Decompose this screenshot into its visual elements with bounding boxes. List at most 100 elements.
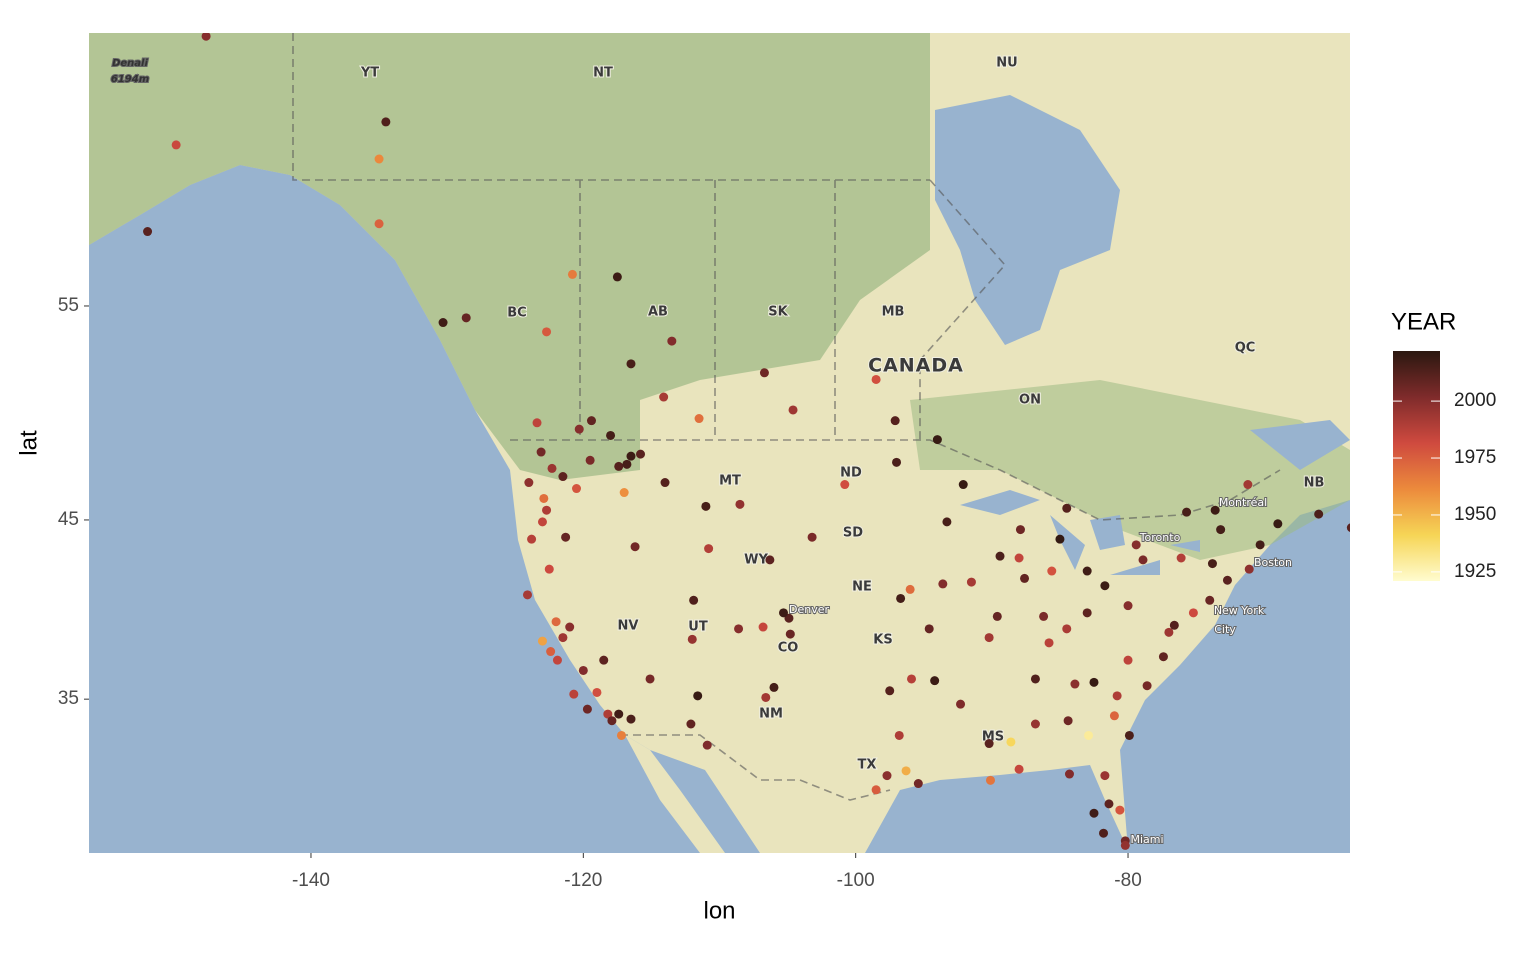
colorbar-tick-label: 1925 xyxy=(1454,561,1496,582)
point xyxy=(1124,730,1134,740)
point xyxy=(1142,681,1152,691)
point xyxy=(614,709,624,719)
point xyxy=(1082,566,1092,576)
map-label: Toronto xyxy=(1139,531,1181,544)
point xyxy=(1222,575,1232,585)
point xyxy=(603,709,613,719)
point xyxy=(901,766,911,776)
point xyxy=(765,555,775,565)
point xyxy=(547,463,557,473)
point xyxy=(667,336,677,346)
point xyxy=(761,692,771,702)
point xyxy=(1188,608,1198,618)
colorbar-tick-label: 2000 xyxy=(1454,390,1496,411)
map-label: TX xyxy=(858,758,877,773)
point xyxy=(636,449,646,459)
point xyxy=(536,447,546,457)
forest-east xyxy=(910,380,1350,560)
point xyxy=(735,499,745,509)
point xyxy=(659,392,669,402)
point xyxy=(932,435,942,445)
point xyxy=(1182,507,1192,517)
point xyxy=(542,505,552,515)
map-label: City xyxy=(1214,623,1236,636)
legend-title: YEAR xyxy=(1391,308,1456,335)
point xyxy=(807,532,817,542)
point xyxy=(759,368,769,378)
point xyxy=(645,674,655,684)
map-label: ND xyxy=(840,466,862,481)
map-label: NV xyxy=(618,619,639,634)
map-label: QC xyxy=(1235,341,1256,356)
map-label: AB xyxy=(648,305,668,320)
point xyxy=(785,629,795,639)
point xyxy=(942,517,952,527)
point xyxy=(788,405,798,415)
point xyxy=(769,682,779,692)
point xyxy=(992,611,1002,621)
point xyxy=(558,633,568,643)
point xyxy=(542,327,552,337)
point xyxy=(1176,553,1186,563)
point xyxy=(1314,509,1324,519)
point xyxy=(1164,627,1174,637)
point xyxy=(1055,534,1065,544)
point xyxy=(995,551,1005,561)
point xyxy=(1030,719,1040,729)
map-label: BC xyxy=(507,306,526,321)
point xyxy=(890,416,900,426)
point xyxy=(985,775,995,785)
point xyxy=(438,318,448,328)
point xyxy=(630,542,640,552)
baja xyxy=(625,735,725,853)
point xyxy=(1123,655,1133,665)
map-label: Denali xyxy=(112,58,148,69)
map-label: WY xyxy=(744,553,768,568)
map-labels: YT NT NU BC AB SK MB CANADA ON QC NB MT ND SD WY NE NV UT… xyxy=(110,55,1326,848)
point xyxy=(527,534,537,544)
map-label: ON xyxy=(1019,393,1041,408)
y-axis-title: lat xyxy=(15,430,42,456)
point xyxy=(894,730,904,740)
point xyxy=(1158,652,1168,662)
point xyxy=(938,579,948,589)
colorbar-tick-label: 1975 xyxy=(1454,447,1496,468)
point xyxy=(1115,805,1125,815)
y-tick-label: 55 xyxy=(58,295,79,316)
point xyxy=(171,140,181,150)
y-tick-label: 35 xyxy=(58,688,79,709)
point xyxy=(1039,611,1049,621)
point xyxy=(686,719,696,729)
y-tick-label: 45 xyxy=(58,509,79,530)
map-label: SD xyxy=(843,526,863,541)
point xyxy=(626,451,636,461)
point xyxy=(374,154,384,164)
point xyxy=(1100,771,1110,781)
point xyxy=(586,416,596,426)
point xyxy=(1082,608,1092,618)
point xyxy=(572,484,582,494)
map-label: New York xyxy=(1214,604,1265,617)
point xyxy=(966,577,976,587)
point xyxy=(1062,503,1072,513)
point xyxy=(1014,553,1024,563)
point xyxy=(537,517,547,527)
colorbar xyxy=(1393,351,1440,581)
point xyxy=(567,269,577,279)
point xyxy=(592,687,602,697)
map-label: NU xyxy=(996,56,1017,71)
point xyxy=(956,699,966,709)
point xyxy=(532,418,542,428)
point xyxy=(687,634,697,644)
x-tick-label: -120 xyxy=(564,870,602,891)
point xyxy=(607,716,617,726)
point xyxy=(1346,523,1350,532)
point xyxy=(1089,808,1099,818)
x-tick-label: -100 xyxy=(837,870,875,891)
point xyxy=(871,785,881,795)
point xyxy=(143,227,153,237)
point xyxy=(612,272,622,282)
point xyxy=(1015,525,1025,535)
point xyxy=(606,430,616,440)
point xyxy=(1112,691,1122,701)
